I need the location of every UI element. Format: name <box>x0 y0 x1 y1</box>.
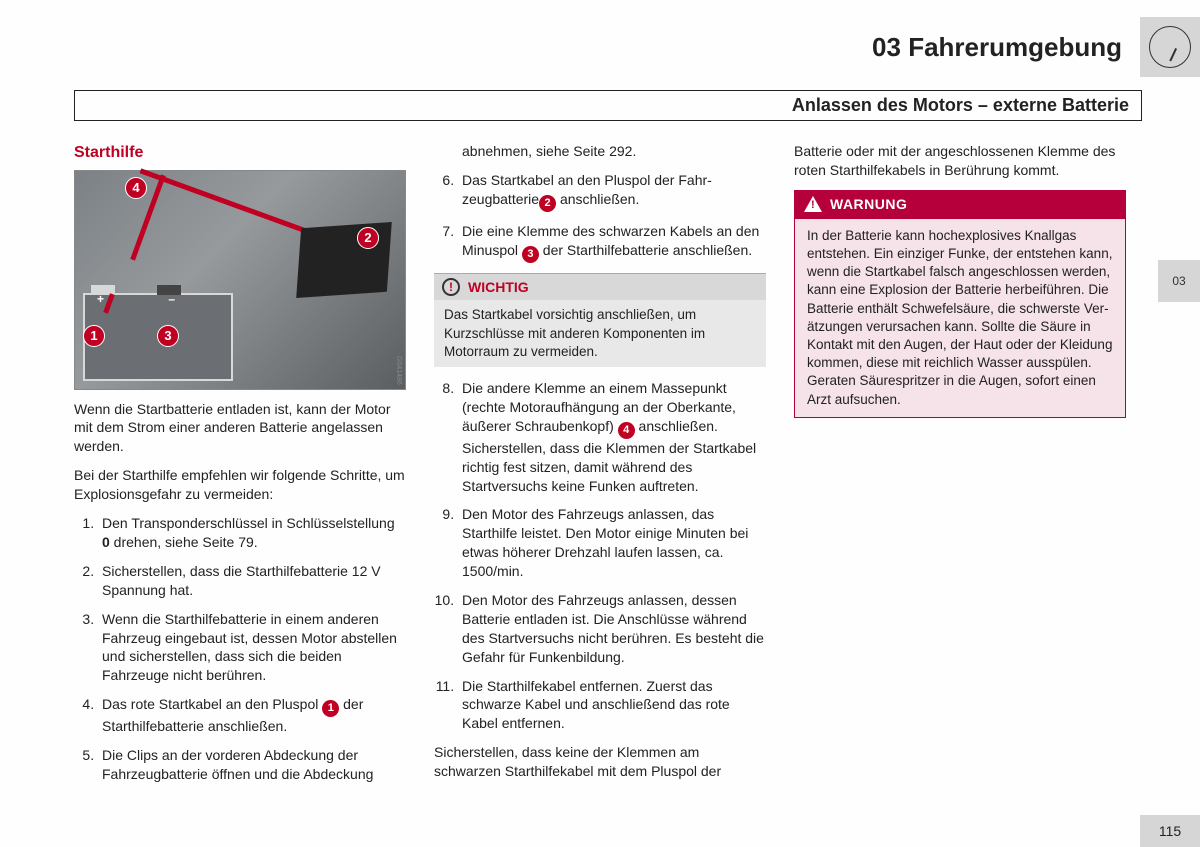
inline-callout-3: 3 <box>522 246 539 263</box>
important-title-bar: ! WICHTIG <box>434 274 766 301</box>
page-number: 115 <box>1159 823 1181 839</box>
step-item: Das Startkabel an den Pluspol der Fahr­z… <box>458 171 766 212</box>
speedometer-icon <box>1149 26 1191 68</box>
gauge-thumbnail <box>1140 17 1200 77</box>
step-item: Die eine Klemme des schwarzen Kabels an … <box>458 222 766 263</box>
step-item: Sicherstellen, dass die Starthilfebatter… <box>98 562 406 600</box>
section-title-bar: Anlassen des Motors – externe Batterie <box>74 90 1142 121</box>
step-text: Das rote Startkabel an den Pluspol <box>102 696 322 712</box>
warning-triangle-icon <box>804 196 822 212</box>
important-label: WICHTIG <box>468 278 529 297</box>
page-number-box: 115 <box>1140 815 1200 847</box>
inline-callout-4: 4 <box>618 422 635 439</box>
callout-3: 3 <box>157 325 179 347</box>
warning-body: In der Batterie kann hochexplosives Knal… <box>794 219 1126 418</box>
step-text: Den Transponderschlüssel in Schlüssel­st… <box>102 515 395 531</box>
important-box: ! WICHTIG Das Startkabel vorsichtig ansc… <box>434 273 766 368</box>
step-item: Den Motor des Fahrzeugs anlassen, des­se… <box>458 591 766 667</box>
inline-callout-1: 1 <box>322 700 339 717</box>
intro-paragraph: Wenn die Startbatterie entladen ist, kan… <box>74 400 406 457</box>
step-item: Das rote Startkabel an den Pluspol 1 der… <box>98 695 406 736</box>
step-text: Die Starthilfekabel entfernen. Zuerst da… <box>462 678 730 732</box>
warning-title-bar: WARNUNG <box>794 190 1126 219</box>
callout-2: 2 <box>357 227 379 249</box>
content-columns: Starthilfe + – 1 2 3 4 G041486 Wenn die … <box>74 142 1126 787</box>
chapter-title: 03 Fahrerumgebung <box>872 32 1140 63</box>
step-item: Wenn die Starthilfebatterie in einem and… <box>98 610 406 686</box>
battery-diagram: + – 1 2 3 4 G041486 <box>74 170 406 390</box>
step-text: der Starthilfebatterie anschließen. <box>539 242 752 258</box>
warning-box: WARNUNG In der Batterie kann hochexplosi… <box>794 190 1126 418</box>
important-body: Das Startkabel vorsichtig anschließen, u… <box>434 300 766 367</box>
key-position: 0 <box>102 534 110 550</box>
warning-label: WARNUNG <box>830 195 907 214</box>
callout-1: 1 <box>83 325 105 347</box>
plus-symbol: + <box>97 291 104 307</box>
red-cable <box>140 168 311 234</box>
intro-paragraph: Bei der Starthilfe empfehlen wir folgend… <box>74 466 406 504</box>
inline-callout-2: 2 <box>539 195 556 212</box>
step-text: anschließen. <box>556 191 639 207</box>
image-code: G041486 <box>394 356 403 385</box>
callout-4: 4 <box>125 177 147 199</box>
side-tab: 03 <box>1158 260 1200 302</box>
info-icon: ! <box>442 278 460 296</box>
step-item: Den Transponderschlüssel in Schlüssel­st… <box>98 514 406 552</box>
subsection-heading: Starthilfe <box>74 142 406 164</box>
step-text: drehen, siehe Seite 79. <box>110 534 258 550</box>
chapter-number: 03 <box>872 32 901 62</box>
step-item: Den Motor des Fahrzeugs anlassen, das St… <box>458 505 766 581</box>
chapter-name: Fahrerumgebung <box>908 32 1122 62</box>
side-tab-label: 03 <box>1172 274 1185 288</box>
step-item: Die andere Klemme an einem Massepunkt (r… <box>458 379 766 495</box>
section-title: Anlassen des Motors – externe Batterie <box>792 95 1129 115</box>
page-header: 03 Fahrerumgebung <box>0 22 1200 72</box>
minus-symbol: – <box>168 291 175 307</box>
